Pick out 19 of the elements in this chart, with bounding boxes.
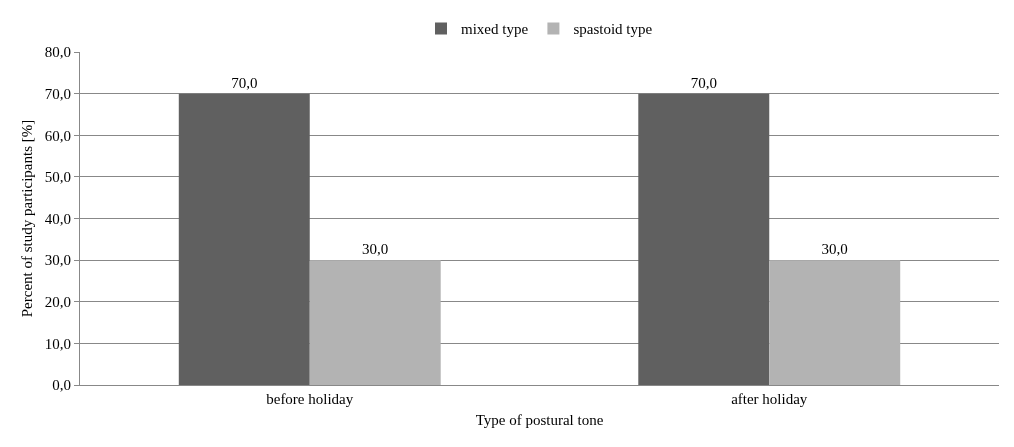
y-tick-label: 80,0 — [44, 44, 71, 61]
y-axis-title: Percent of study participants [%] — [19, 119, 35, 318]
y-tick-label: 0,0 — [52, 377, 71, 394]
y-tick-label: 60,0 — [44, 127, 71, 144]
y-tick-label: 70,0 — [44, 85, 71, 102]
y-tick-label: 30,0 — [44, 252, 71, 269]
data-label: 70,0 — [231, 74, 258, 91]
data-label: 30,0 — [821, 241, 848, 258]
legend-label: spastoid type — [573, 21, 653, 38]
y-tick-label: 50,0 — [44, 169, 71, 186]
y-tick-label: 10,0 — [44, 335, 71, 352]
data-label: 70,0 — [690, 74, 717, 91]
x-axis-title: Type of postural tone — [475, 412, 604, 428]
data-label: 30,0 — [362, 241, 389, 258]
legend-label: mixed type — [461, 21, 529, 38]
x-tick-label: before holiday — [266, 391, 354, 407]
y-tick-label: 20,0 — [44, 294, 71, 310]
x-tick-label: after holiday — [731, 391, 808, 407]
y-tick-label: 40,0 — [44, 210, 71, 227]
